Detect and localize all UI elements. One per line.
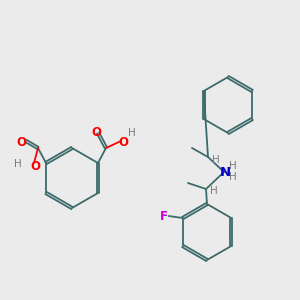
Text: O: O [30,160,40,172]
Text: N: N [219,166,231,178]
Text: F: F [160,209,168,223]
Text: H: H [229,172,237,182]
Text: H: H [212,155,220,165]
Text: H: H [229,161,237,171]
Text: H: H [128,128,136,138]
Text: H: H [210,186,218,196]
Text: O: O [118,136,128,148]
Text: O: O [16,136,26,148]
Text: H: H [14,159,22,169]
Text: O: O [91,125,101,139]
